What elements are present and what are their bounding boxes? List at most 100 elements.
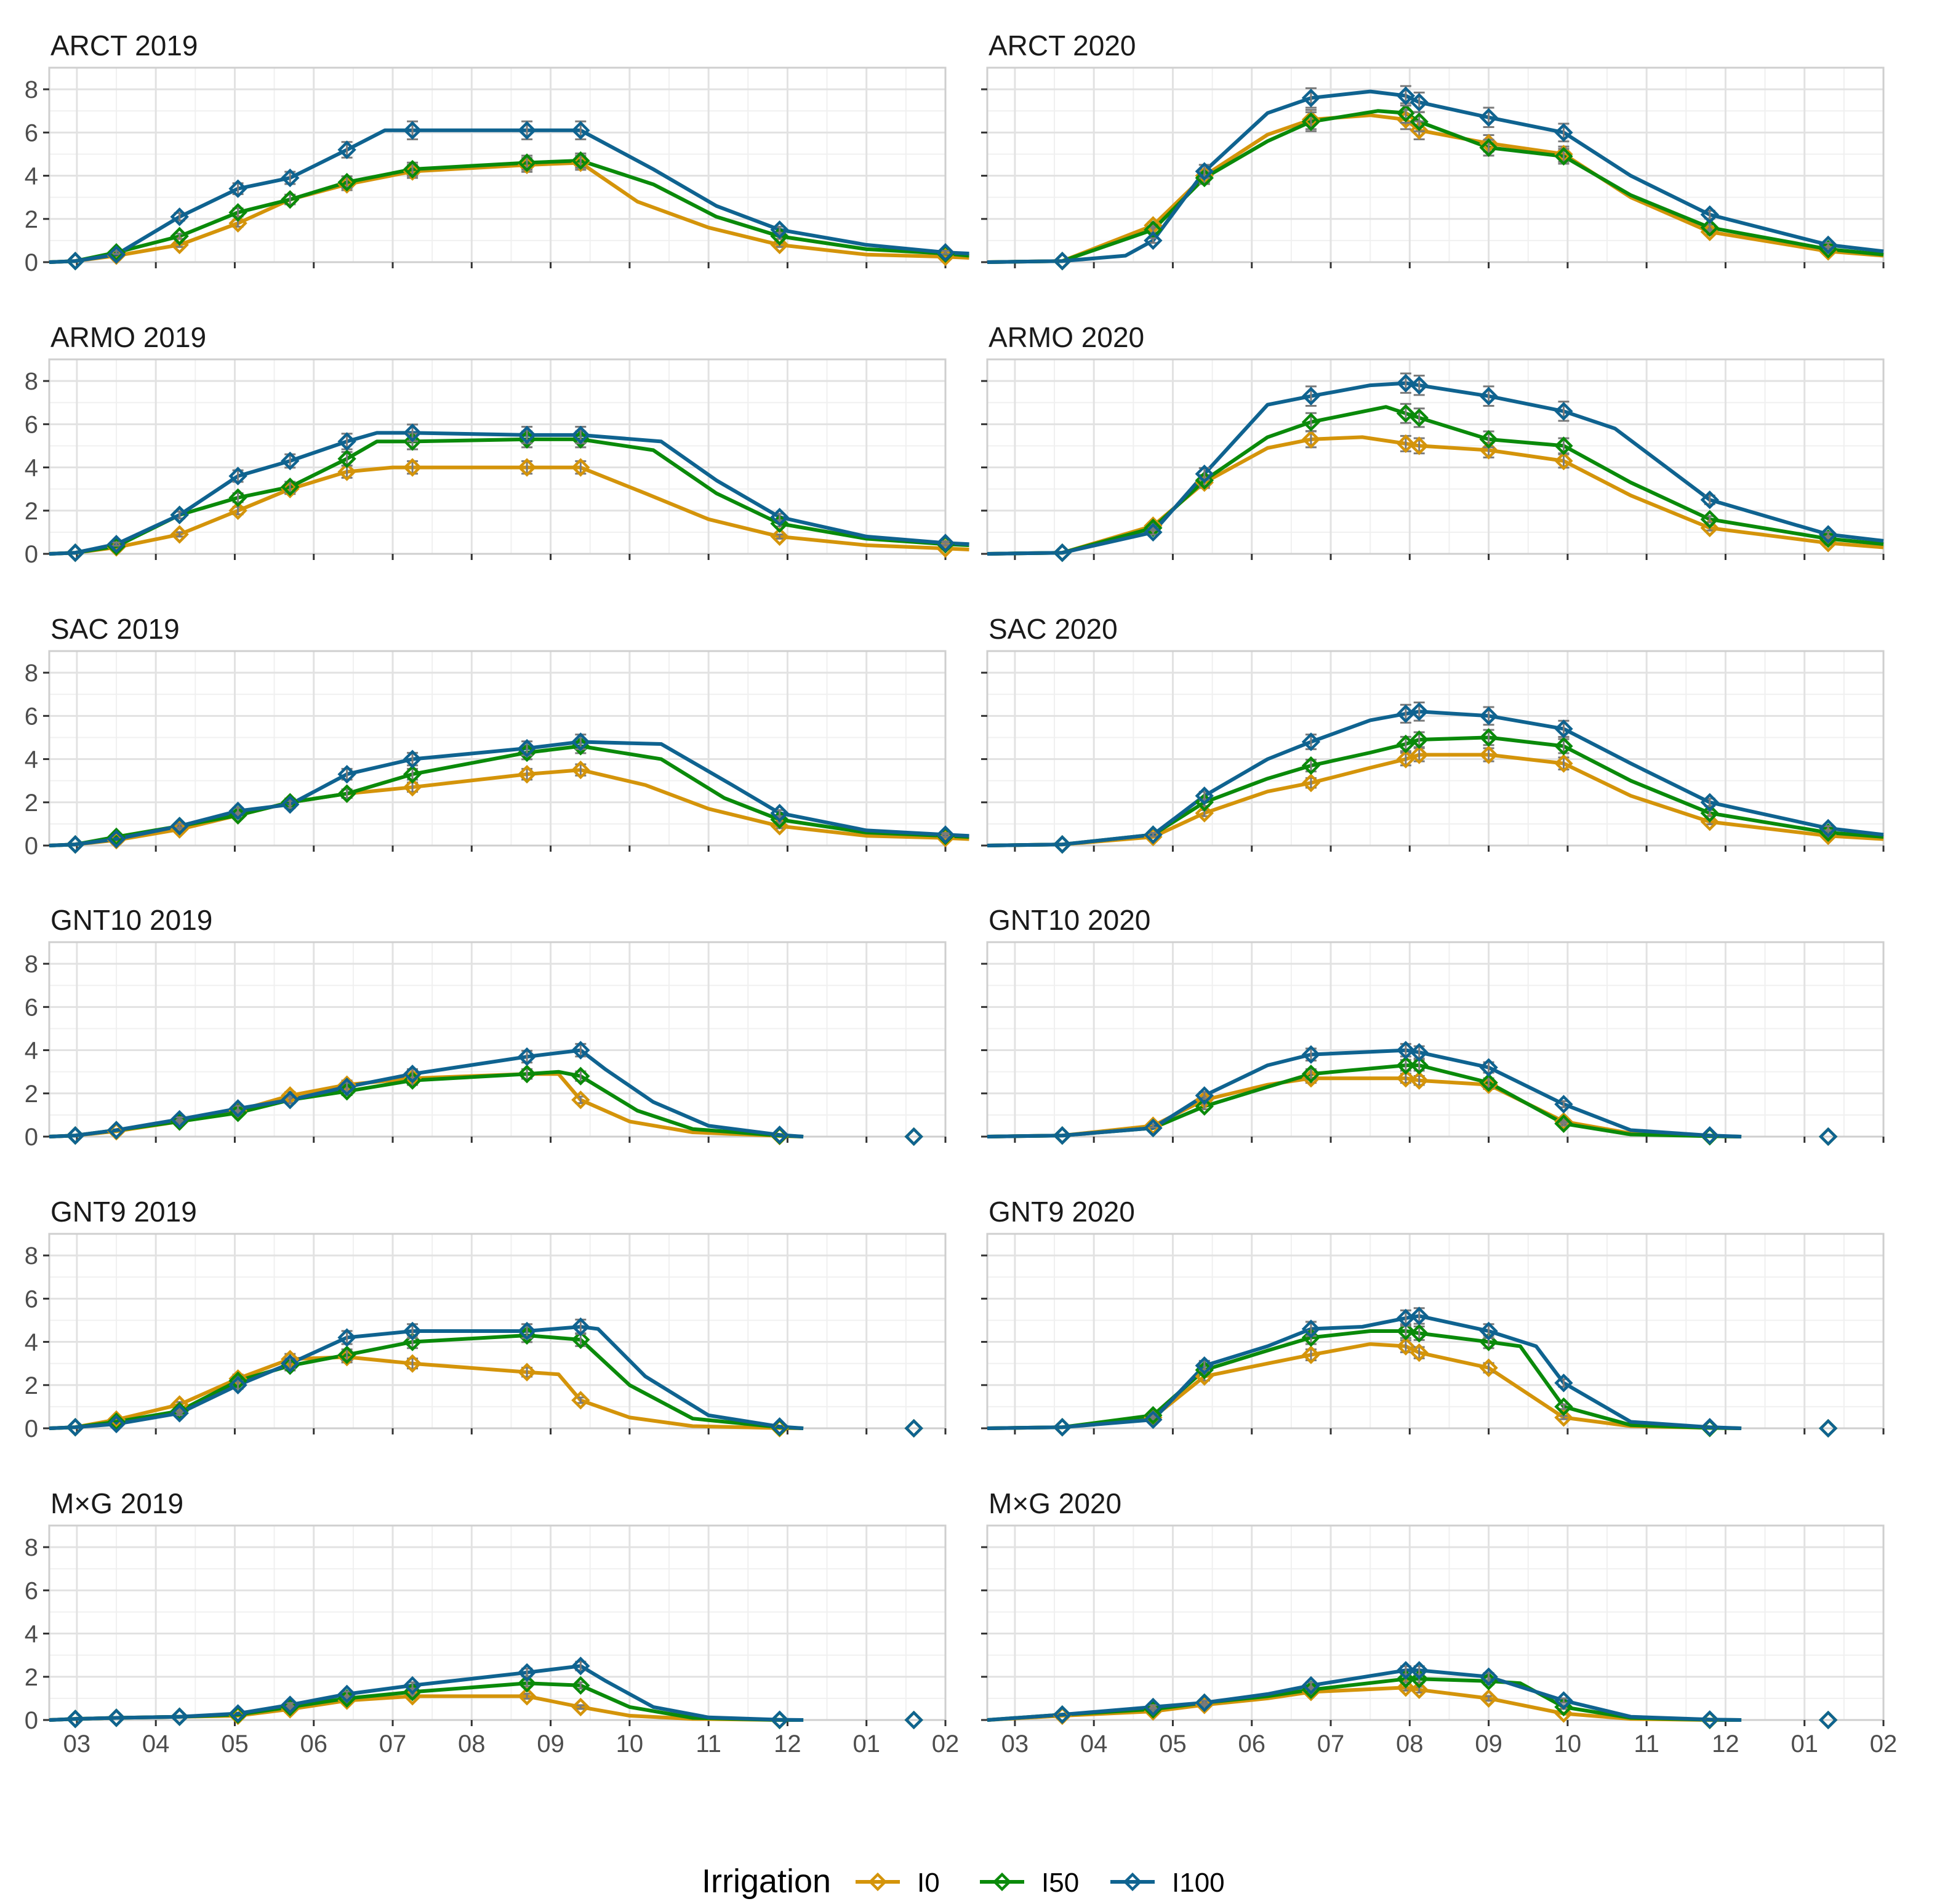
point-marker-I100 <box>170 1110 189 1129</box>
point-marker-I0 <box>1700 812 1719 831</box>
point-marker-I100 <box>66 1418 85 1437</box>
point-marker-I0 <box>281 479 300 498</box>
point-marker-I0 <box>1479 1358 1498 1377</box>
point-marker-I100 <box>1410 702 1429 721</box>
x-tick-label: 02 <box>932 1730 960 1758</box>
point-marker-I100 <box>337 1684 356 1704</box>
series-line-I100 <box>987 89 1884 264</box>
point-marker-I0 <box>1700 518 1719 538</box>
point-marker-I100 <box>1554 1691 1573 1710</box>
point-marker-I0 <box>571 458 590 477</box>
point-marker-I50 <box>1301 1064 1321 1084</box>
y-tick-label: 4 <box>25 1329 38 1356</box>
point-marker-I100 <box>1195 786 1214 806</box>
x-tick-label: 04 <box>142 1730 170 1758</box>
point-marker-I50 <box>337 1345 356 1364</box>
point-marker-I50 <box>1554 146 1573 166</box>
point-marker-I0 <box>170 525 189 544</box>
point-marker-I100 <box>337 1328 356 1347</box>
point-marker-I100 <box>337 432 356 451</box>
panel-border <box>48 1524 947 1721</box>
point-marker-I0 <box>1301 1345 1321 1364</box>
point-marker-I100 <box>1700 490 1719 510</box>
point-marker-I100 <box>517 425 537 445</box>
point-marker-I100 <box>1410 1661 1429 1680</box>
y-tick-label: 6 <box>25 1286 38 1313</box>
series-line-I50 <box>49 159 969 264</box>
point-marker-I50 <box>1410 1670 1429 1689</box>
x-tick-label: 03 <box>63 1730 91 1758</box>
panel-border <box>48 650 947 847</box>
x-tick-label: 05 <box>1159 1730 1187 1758</box>
point-marker-I0 <box>571 153 590 172</box>
series-line-I50 <box>49 1334 804 1430</box>
point-marker-I100 <box>281 168 300 188</box>
y-tick-label: 8 <box>25 660 38 687</box>
point-marker-I100 <box>1301 88 1321 108</box>
y-tick-label: 0 <box>25 1124 38 1151</box>
panel-title: ARMO 2019 <box>50 321 206 353</box>
series-line-I100 <box>49 1664 804 1722</box>
point-marker-I50 <box>170 1112 189 1131</box>
point-marker-I100 <box>1053 1705 1072 1724</box>
point-marker-I100 <box>1479 1667 1498 1686</box>
point-marker-I100 <box>904 1418 923 1438</box>
y-tick-label: 8 <box>25 951 38 978</box>
panel-border <box>986 358 1885 555</box>
point-marker-I0 <box>1396 1069 1416 1088</box>
point-marker-I100 <box>1195 162 1214 181</box>
point-marker-I100 <box>1301 732 1321 751</box>
x-tick-label: 11 <box>1634 1730 1659 1758</box>
x-tick-label: 08 <box>458 1730 486 1758</box>
point-marker-I100 <box>1301 1319 1321 1338</box>
point-marker-I50 <box>1301 412 1321 432</box>
point-marker-I100 <box>1144 522 1163 542</box>
point-marker-I50 <box>281 793 300 812</box>
point-marker-I100 <box>1053 1126 1072 1145</box>
point-marker-I100 <box>517 738 537 758</box>
point-marker-I50 <box>571 1066 590 1086</box>
x-tick-label: 01 <box>1791 1730 1818 1758</box>
point-marker-I100 <box>1700 205 1719 224</box>
point-marker-I0 <box>403 458 422 477</box>
point-marker-I0 <box>1410 1071 1429 1090</box>
x-tick-label: 08 <box>1396 1730 1424 1758</box>
point-marker-I100 <box>228 466 247 486</box>
y-tick-label: 6 <box>25 703 38 730</box>
point-marker-I100 <box>106 1121 126 1140</box>
point-marker-I50 <box>337 449 356 468</box>
y-tick-label: 6 <box>25 119 38 146</box>
panel-title: GNT10 2020 <box>989 904 1150 936</box>
point-marker-I0 <box>228 1101 247 1121</box>
y-tick-label: 6 <box>25 1577 38 1604</box>
point-marker-I100 <box>1396 1041 1416 1060</box>
point-marker-I100 <box>936 534 955 553</box>
y-tick-label: 2 <box>25 498 38 525</box>
point-marker-I0 <box>1144 1116 1163 1135</box>
point-marker-I0 <box>517 155 537 175</box>
point-marker-I100 <box>1396 1661 1416 1680</box>
x-tick-label: 01 <box>852 1730 880 1758</box>
point-marker-I100 <box>1410 1042 1429 1062</box>
panel-title: ARCT 2019 <box>50 30 198 62</box>
point-marker-I100 <box>281 1354 300 1373</box>
y-tick-label: 2 <box>25 1081 38 1108</box>
point-marker-I100 <box>1819 1127 1838 1146</box>
series-line-I0 <box>987 753 1884 847</box>
point-marker-I100 <box>403 1064 422 1084</box>
point-marker-I0 <box>228 501 247 520</box>
point-marker-I50 <box>403 432 422 451</box>
point-marker-I0 <box>1410 436 1429 455</box>
series-line-I100 <box>987 1668 1742 1722</box>
point-marker-I100 <box>1195 464 1214 484</box>
panel-9: GNT9 2020 <box>981 1196 1885 1438</box>
point-marker-I100 <box>1396 86 1416 105</box>
point-marker-I100 <box>1554 719 1573 738</box>
panel-border <box>48 358 947 555</box>
point-marker-I50 <box>228 203 247 222</box>
point-marker-I100 <box>228 1099 247 1118</box>
point-marker-I50 <box>281 1356 300 1375</box>
point-marker-I50 <box>403 159 422 179</box>
series-line-I50 <box>987 1063 1742 1138</box>
